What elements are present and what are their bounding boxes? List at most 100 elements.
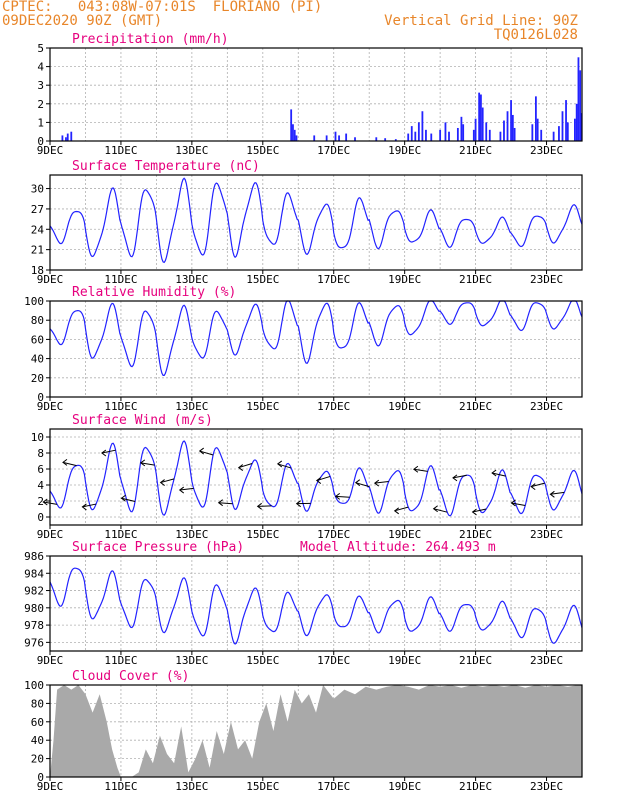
precip-bar	[579, 70, 582, 141]
precip-bar	[414, 131, 417, 141]
precip-bar	[485, 122, 488, 141]
x-tick-label: 11DEC	[104, 144, 137, 157]
y-tick-label: 100	[24, 679, 44, 692]
wind-arrow-head	[198, 447, 205, 455]
wind-arrow-head	[315, 477, 322, 484]
wind-arrow-head	[81, 503, 87, 511]
wind-arrow-head	[471, 508, 477, 516]
x-tick-label: 15DEC	[246, 654, 279, 667]
x-tick-label: 15DEC	[246, 780, 279, 793]
precip-bar	[474, 118, 477, 141]
x-tick-label: 15DEC	[246, 273, 279, 286]
y-tick-label: 80	[31, 697, 44, 710]
x-tick-label: 21DEC	[459, 780, 492, 793]
wind-arrow-head	[237, 464, 244, 471]
header-station: CPTEC: 043:08W-07:01S FLORIANO (PI)	[2, 0, 323, 15]
y-tick-label: 984	[24, 567, 44, 580]
wind-arrow	[277, 463, 292, 469]
x-tick-label: 13DEC	[175, 400, 208, 413]
y-tick-label: 21	[31, 244, 44, 257]
precip-bar	[552, 131, 555, 141]
x-tick-label: 17DEC	[317, 780, 350, 793]
panel-frame	[49, 555, 583, 652]
precip-bar	[462, 124, 465, 141]
x-tick-label: 15DEC	[246, 400, 279, 413]
precip-bar	[65, 137, 67, 141]
precip-bar	[313, 135, 316, 141]
series-line	[49, 300, 583, 376]
precip-bar	[511, 114, 514, 141]
wind-arrow	[452, 474, 467, 479]
wind-arrow-head	[42, 498, 48, 506]
wind-arrow-head	[62, 458, 68, 466]
y-tick-label: 0	[37, 391, 44, 404]
x-tick-label: 13DEC	[175, 654, 208, 667]
x-tick-label: 17DEC	[317, 273, 350, 286]
x-tick-label: 23DEC	[530, 528, 563, 541]
y-tick-label: 976	[24, 636, 44, 649]
precip-bar	[439, 129, 442, 141]
panel-frame	[49, 300, 583, 398]
y-tick-label: 8	[37, 447, 44, 460]
x-tick-label: 11DEC	[104, 654, 137, 667]
precip-bar	[345, 133, 348, 141]
panel-title: Relative Humidity (%)	[72, 285, 236, 300]
x-tick-label: 21DEC	[459, 273, 492, 286]
wind-arrow	[316, 475, 331, 482]
precip-bar	[480, 94, 482, 141]
x-tick-label: 19DEC	[388, 654, 421, 667]
precip-bar	[325, 135, 328, 141]
wind-arrow-head	[276, 460, 283, 468]
precip-bar	[536, 118, 539, 141]
wind-arrow	[374, 481, 389, 484]
panel-frame	[49, 174, 583, 271]
precip-bar	[503, 120, 505, 141]
x-tick-label: 23DEC	[530, 654, 563, 667]
series-line	[49, 567, 583, 645]
precip-bar	[354, 137, 356, 141]
precip-bar	[384, 138, 387, 141]
wind-arrow	[140, 462, 155, 466]
x-tick-label: 9DEC	[37, 780, 64, 793]
precip-bar	[425, 129, 427, 141]
wind-arrow-head	[530, 483, 536, 491]
wind-arrow	[218, 502, 233, 505]
precip-bar	[534, 96, 537, 141]
x-tick-label: 13DEC	[175, 528, 208, 541]
wind-arrow-head	[159, 479, 165, 486]
wind-arrow-head	[256, 502, 262, 510]
wind-arrow-head	[217, 499, 223, 507]
x-tick-label: 15DEC	[246, 528, 279, 541]
panel-frame	[49, 47, 583, 142]
x-tick-label: 23DEC	[530, 400, 563, 413]
precip-bar	[295, 135, 298, 141]
y-tick-label: 1	[37, 116, 44, 129]
x-tick-label: 21DEC	[459, 654, 492, 667]
precip-bar	[540, 129, 543, 141]
x-tick-label: 15DEC	[246, 144, 279, 157]
precip-bar	[421, 111, 424, 141]
header-date: 09DEC2020 90Z (GMT)	[2, 13, 163, 29]
x-tick-label: 17DEC	[317, 654, 350, 667]
header-model-id: TQ0126L028	[493, 27, 578, 43]
y-tick-label: 978	[24, 619, 44, 632]
x-tick-label: 9DEC	[37, 654, 64, 667]
wind-arrow	[335, 495, 350, 498]
y-tick-label: 0	[37, 511, 44, 524]
x-tick-label: 13DEC	[175, 273, 208, 286]
precip-bar	[478, 92, 481, 141]
x-tick-label: 23DEC	[530, 273, 563, 286]
x-tick-label: 9DEC	[37, 528, 64, 541]
precip-bar	[338, 135, 340, 141]
wind-arrow-head	[393, 507, 400, 515]
panel-frame	[49, 428, 583, 526]
series-line	[49, 440, 583, 517]
y-tick-label: 2	[37, 495, 44, 508]
y-tick-label: 0	[37, 771, 44, 784]
precip-bar	[580, 113, 583, 141]
wind-arrow	[199, 450, 214, 456]
wind-arrow-head	[334, 492, 341, 500]
wind-arrow	[160, 478, 175, 484]
y-tick-label: 10	[31, 431, 44, 444]
